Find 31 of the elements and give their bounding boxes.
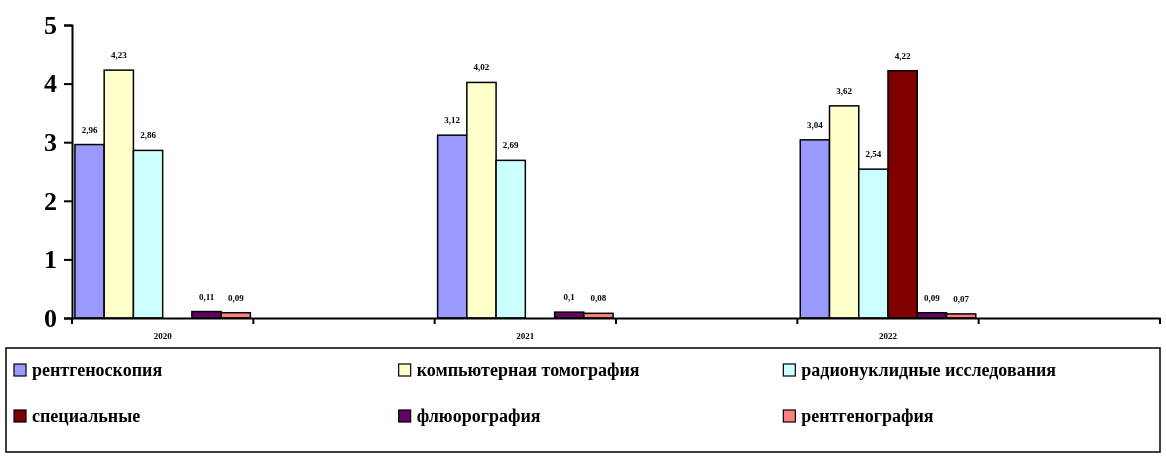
data-label: 2,96 [81, 124, 98, 135]
y-tick-label: 5 [44, 10, 57, 40]
y-tick-label: 3 [44, 128, 57, 158]
y-tick-label: 1 [44, 245, 57, 275]
y-tick-label: 0 [44, 303, 57, 333]
legend-label: специальные [32, 406, 141, 426]
data-label: 0,09 [227, 292, 245, 303]
data-label: 4,22 [894, 50, 911, 61]
x-tick-label: 2020 [153, 331, 173, 341]
data-label: 3,12 [444, 115, 461, 126]
data-label: 4,02 [473, 62, 490, 73]
data-label: 0,07 [953, 293, 970, 304]
data-label: 2,86 [140, 130, 157, 141]
data-label: 2,69 [502, 140, 520, 151]
legend-label: компьютерная томография [416, 360, 640, 380]
data-label: 0,08 [590, 293, 607, 304]
data-label: 3,04 [807, 119, 824, 130]
x-tick-label: 2021 [516, 331, 535, 341]
data-label: 3,62 [836, 85, 853, 96]
x-tick-label: 2022 [879, 331, 898, 341]
legend-label: флюорография [416, 406, 541, 426]
data-label: 2,54 [865, 149, 882, 160]
y-tick-label: 2 [44, 186, 57, 216]
legend-label: радионуклидные исследования [801, 360, 1057, 380]
data-label: 0,1 [563, 292, 576, 303]
y-tick-label: 4 [44, 69, 57, 99]
legend-label: рентгеноскопия [32, 360, 163, 380]
data-label: 0,11 [198, 291, 215, 302]
legend-label: рентгенография [801, 406, 934, 426]
data-label: 0,09 [924, 292, 941, 303]
data-label: 4,23 [110, 50, 128, 61]
